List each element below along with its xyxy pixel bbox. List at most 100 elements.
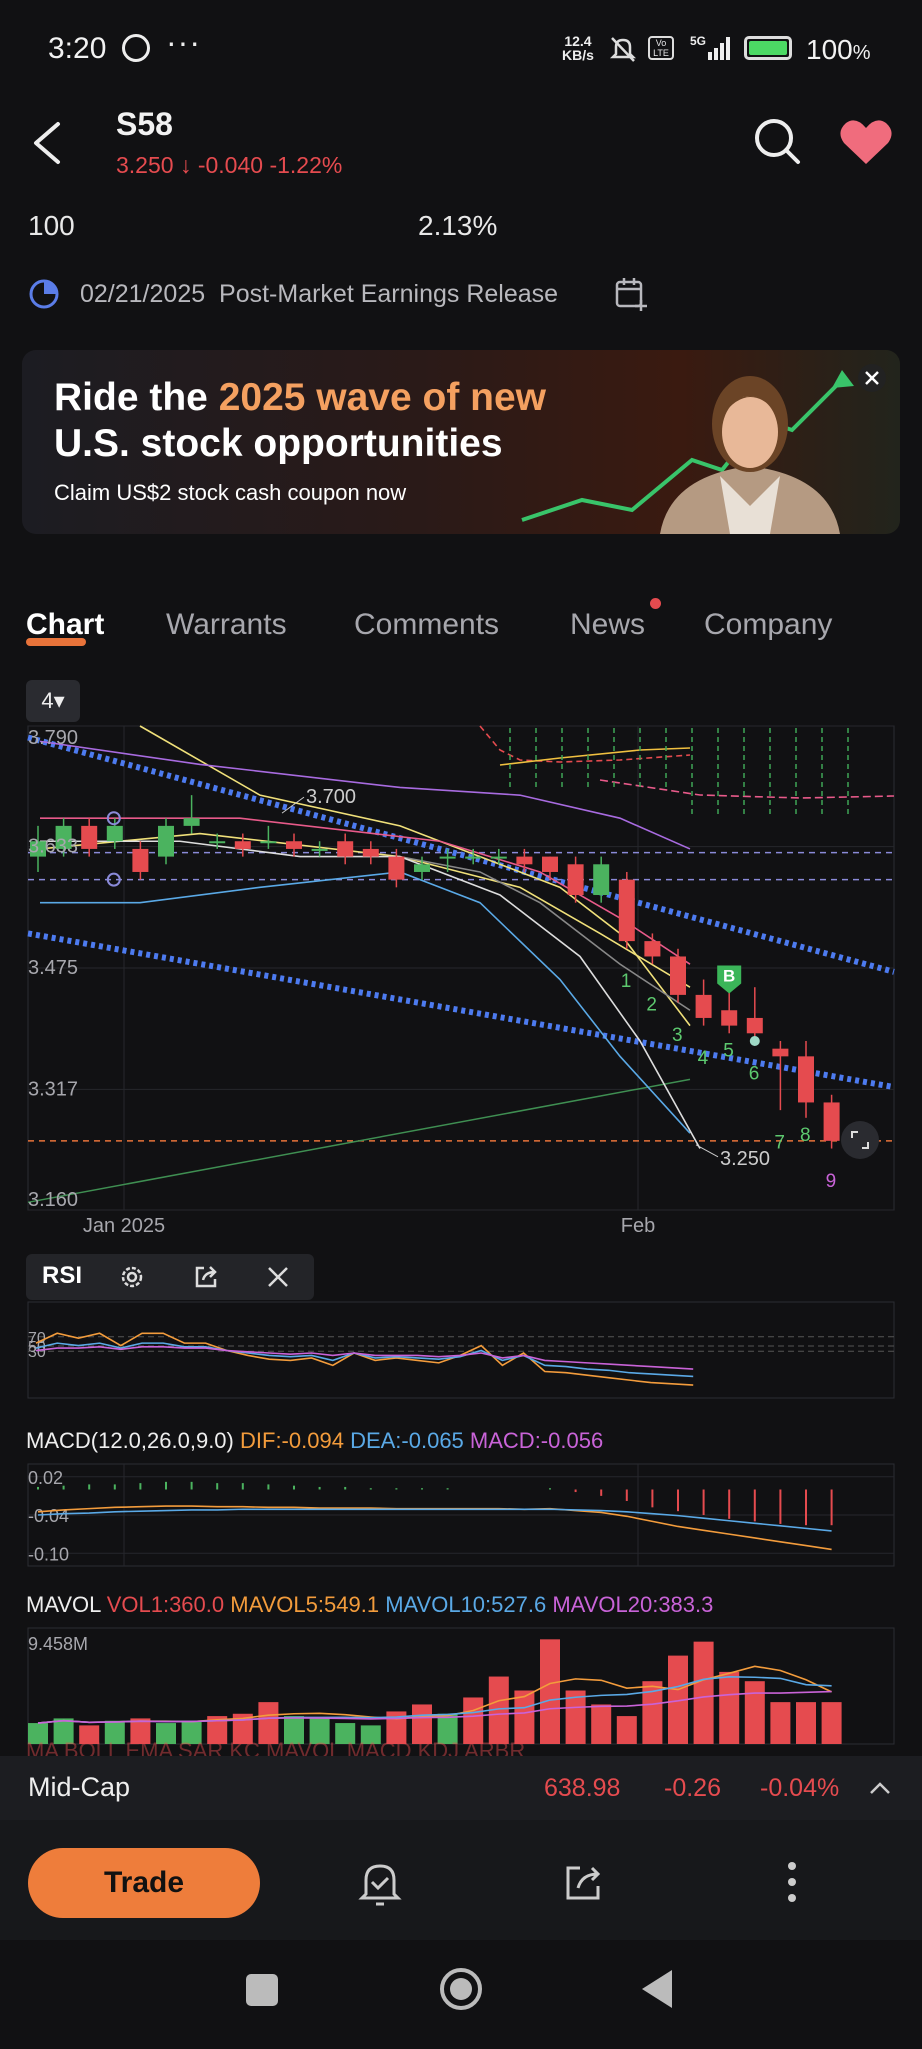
volume-bar [514, 1690, 535, 1744]
volume-bar [207, 1716, 228, 1744]
share-icon[interactable] [192, 1263, 220, 1291]
more-vertical-icon[interactable] [776, 1858, 808, 1906]
tab-news[interactable]: News [570, 608, 646, 641]
moving-average-line [40, 840, 701, 1149]
back-nav-icon[interactable] [640, 1968, 674, 2010]
rsi-toolbar: RSI [26, 1254, 314, 1300]
tab-chart[interactable]: Chart [26, 608, 105, 641]
trendline-upper [27, 734, 895, 975]
candle-body [158, 825, 174, 857]
index-ticker-bar[interactable]: Mid-Cap 638.98 -0.26 -0.04% [0, 1756, 922, 1820]
event-marker [106, 811, 121, 826]
recent-apps-icon[interactable] [244, 1972, 280, 2008]
candle-body [823, 1102, 840, 1141]
sequence-label: 4 [698, 1048, 709, 1069]
period-selector[interactable]: 4▾ [26, 680, 80, 722]
sequence-label: 6 [749, 1063, 760, 1084]
candle-body [798, 1056, 814, 1103]
rsi-line [35, 1332, 694, 1386]
price-alert-icon[interactable] [356, 1856, 404, 1908]
mavol-legend: MAVOL VOL1:360.0 MAVOL5:549.1 MAVOL10:52… [26, 1592, 714, 1617]
candle-body [618, 879, 635, 942]
volume-bar [258, 1702, 279, 1744]
network-type: 5G [690, 34, 706, 48]
signal-dot [749, 1035, 760, 1046]
volume-bar [360, 1725, 381, 1744]
volume-bar [79, 1725, 100, 1744]
sequence-label: 3 [672, 1025, 683, 1046]
candle-body [644, 941, 661, 957]
buy-marker-label: B [723, 967, 735, 986]
y-tick-label: 3.160 [28, 1189, 78, 1211]
back-arrow-icon[interactable] [28, 120, 68, 166]
mute-bell-icon [609, 37, 637, 62]
volume-bar [591, 1704, 612, 1744]
candle-body [414, 864, 430, 872]
add-calendar-icon[interactable] [614, 276, 648, 312]
candle-body [106, 825, 123, 842]
settings-gear-icon[interactable] [118, 1263, 146, 1291]
volume-bar [565, 1690, 586, 1744]
earnings-release[interactable]: 02/21/2025 Post-Market Earnings Release [80, 280, 559, 308]
band-line-upper [499, 747, 691, 766]
candle-body [260, 841, 277, 844]
pie-clock-icon [29, 279, 59, 309]
price-change-pct: -1.22% [269, 152, 343, 178]
home-icon[interactable] [438, 1966, 484, 2012]
favorite-heart-icon[interactable] [838, 118, 894, 166]
banner-person-image [660, 376, 840, 534]
volume-frame [27, 1627, 895, 1745]
rsi-label: RSI [42, 1262, 83, 1289]
tab-warrants[interactable]: Warrants [166, 608, 287, 641]
signal-icon: 5G [690, 34, 730, 60]
promo-banner[interactable]: Ride the 2025 wave of new U.S. stock opp… [22, 350, 900, 534]
candle-body [337, 841, 354, 857]
sequence-label: 5 [723, 1040, 734, 1061]
candle-body [183, 818, 200, 826]
search-icon[interactable] [752, 116, 802, 166]
candle-body [439, 856, 456, 859]
tab-company[interactable]: Company [704, 608, 833, 641]
moving-average-line [399, 855, 691, 1011]
candle-body [234, 841, 251, 849]
share-icon-bottom[interactable] [562, 1860, 606, 1904]
index-change: -0.26 [664, 1774, 721, 1802]
x-tick-label: Jan 2025 [83, 1215, 165, 1237]
volume-tick-label: 9.458M [28, 1634, 88, 1654]
high-price-pointer [281, 796, 305, 814]
candle-body [81, 825, 98, 849]
moving-average-line [39, 740, 691, 850]
volume-bar [156, 1723, 176, 1744]
volte-icon: Vo LTE [648, 36, 674, 60]
volume-ma-line [37, 1690, 832, 1724]
macd-legend: MACD(12.0,26.0,9.0) DIF:-0.094 DEA:-0.06… [26, 1428, 604, 1453]
rsi-tick-label: 30 [28, 1344, 46, 1361]
trade-button[interactable]: Trade [28, 1848, 260, 1918]
chevron-up-icon[interactable] [868, 1778, 892, 1798]
last-price-pointer [695, 1144, 719, 1158]
last-price: 3.250 [116, 152, 174, 178]
volume-bar [284, 1716, 304, 1744]
volume-bar [53, 1718, 74, 1744]
y-tick-label: 3.317 [28, 1078, 78, 1100]
volume-bar [232, 1713, 253, 1744]
ticker-symbol: S58 [116, 106, 173, 142]
banner-subline: Claim US$2 stock cash coupon now [54, 480, 407, 505]
tab-comments[interactable]: Comments [354, 608, 500, 641]
macd-tick-label: -0.04 [28, 1506, 69, 1526]
candle-body [30, 841, 46, 857]
index-name: Mid-Cap [28, 1772, 131, 1802]
stat-value-left: 100 [28, 210, 75, 241]
candle-body [465, 856, 482, 859]
volume-bar [28, 1723, 48, 1744]
candle-body [311, 848, 328, 851]
candle-body [695, 994, 712, 1018]
close-indicator-icon[interactable] [264, 1263, 292, 1291]
fullscreen-icon[interactable] [840, 1120, 880, 1160]
volume-bar [693, 1641, 714, 1744]
volume-bar [437, 1713, 458, 1744]
close-icon[interactable] [858, 364, 886, 392]
battery-icon [744, 36, 792, 60]
price-quote: 3.250 ↓ -0.040 -1.22% [116, 152, 342, 179]
